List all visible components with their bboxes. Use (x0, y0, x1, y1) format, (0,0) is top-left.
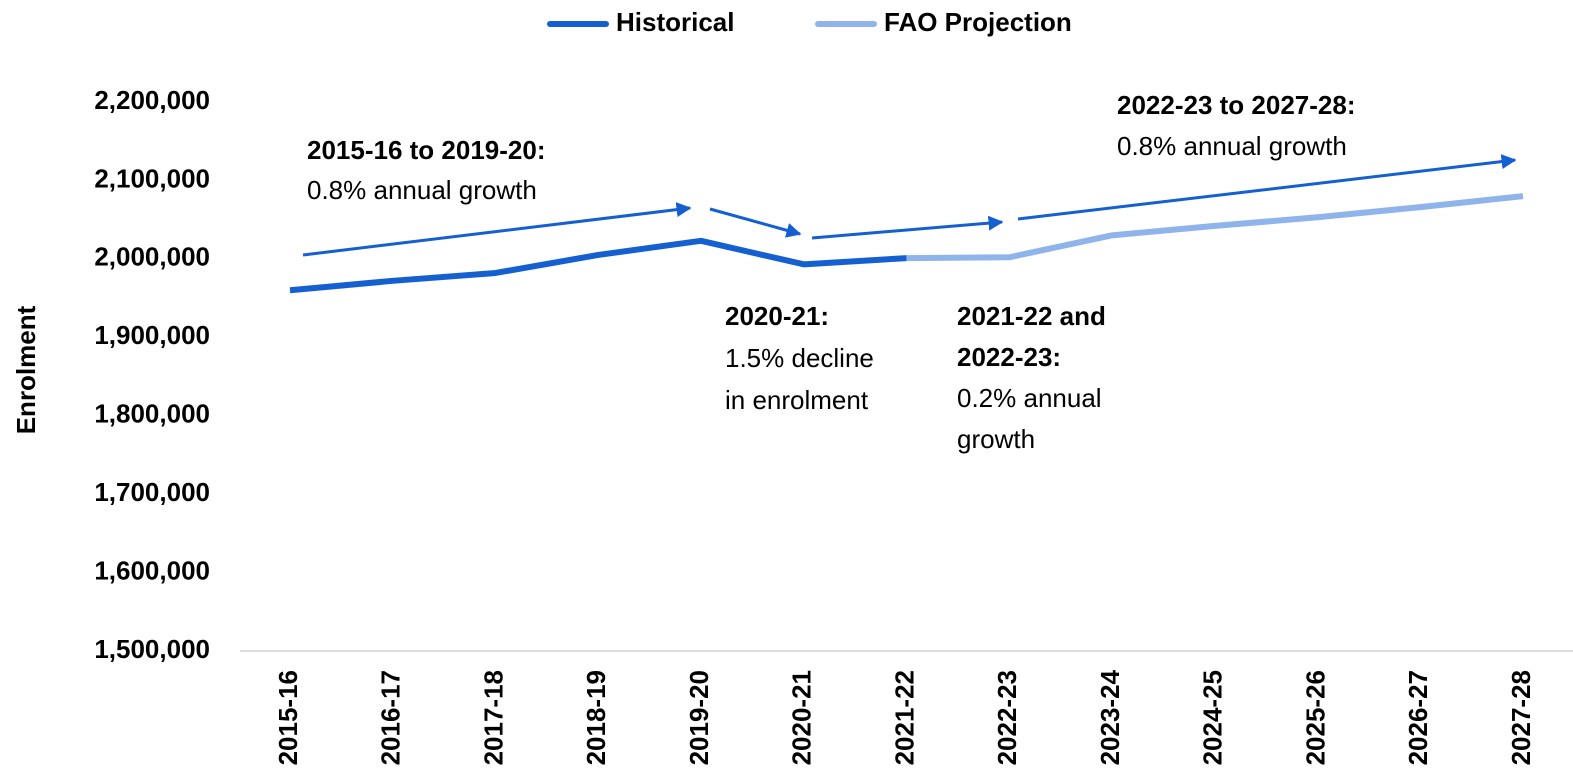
y-tick-label: 1,500,000 (94, 634, 210, 664)
arrow (811, 215, 1004, 240)
annotation-title: 2022-23: (957, 342, 1061, 372)
annotation-title: 2015-16 to 2019-20: (307, 135, 545, 165)
x-tick-label: 2027-28 (1506, 670, 1536, 765)
y-tick-label: 1,600,000 (94, 555, 210, 585)
x-tick-label: 2017-18 (478, 670, 508, 765)
annotation-text: 1.5% decline (725, 343, 874, 373)
annotation-arrows (302, 154, 1517, 257)
x-tick-label: 2015-16 (273, 670, 303, 765)
annotation-text: 0.8% annual growth (307, 175, 537, 205)
x-tick-label: 2016-17 (376, 670, 406, 765)
data-line (906, 193, 1524, 262)
annotation-text: 0.2% annual (957, 383, 1102, 413)
legend-label: Historical (616, 7, 735, 37)
x-tick-label: 2018-19 (581, 670, 611, 765)
annotation-text: in enrolment (725, 385, 869, 415)
legend-label: FAO Projection (884, 7, 1072, 37)
x-tick-label: 2024-25 (1198, 670, 1228, 765)
y-tick-label: 1,800,000 (94, 399, 210, 429)
annotation-text: 0.8% annual growth (1117, 131, 1347, 161)
annotation-title: 2022-23 to 2027-28: (1117, 90, 1355, 120)
arrow (1017, 154, 1517, 221)
annotation-title: 2021-22 and (957, 301, 1106, 331)
data-line (289, 237, 907, 294)
annotation-title: 2020-21: (725, 301, 829, 331)
x-tick-label: 2021-22 (889, 670, 919, 765)
x-tick-label: 2020-21 (787, 670, 817, 765)
annotation-text: growth (957, 424, 1035, 454)
y-tick-label: 1,900,000 (94, 320, 210, 350)
y-tick-label: 2,000,000 (94, 242, 210, 272)
x-tick-label: 2025-26 (1300, 670, 1330, 765)
x-tick-label: 2023-24 (1095, 669, 1125, 765)
y-axis-title: Enrolment (11, 305, 41, 434)
x-tick-label: 2022-23 (992, 670, 1022, 765)
y-tick-label: 2,100,000 (94, 163, 210, 193)
x-tick-label: 2019-20 (684, 670, 714, 765)
arrow (709, 207, 802, 238)
y-tick-label: 2,200,000 (94, 85, 210, 115)
y-tick-label: 1,700,000 (94, 477, 210, 507)
arrow (302, 202, 692, 257)
x-tick-label: 2026-27 (1403, 670, 1433, 765)
